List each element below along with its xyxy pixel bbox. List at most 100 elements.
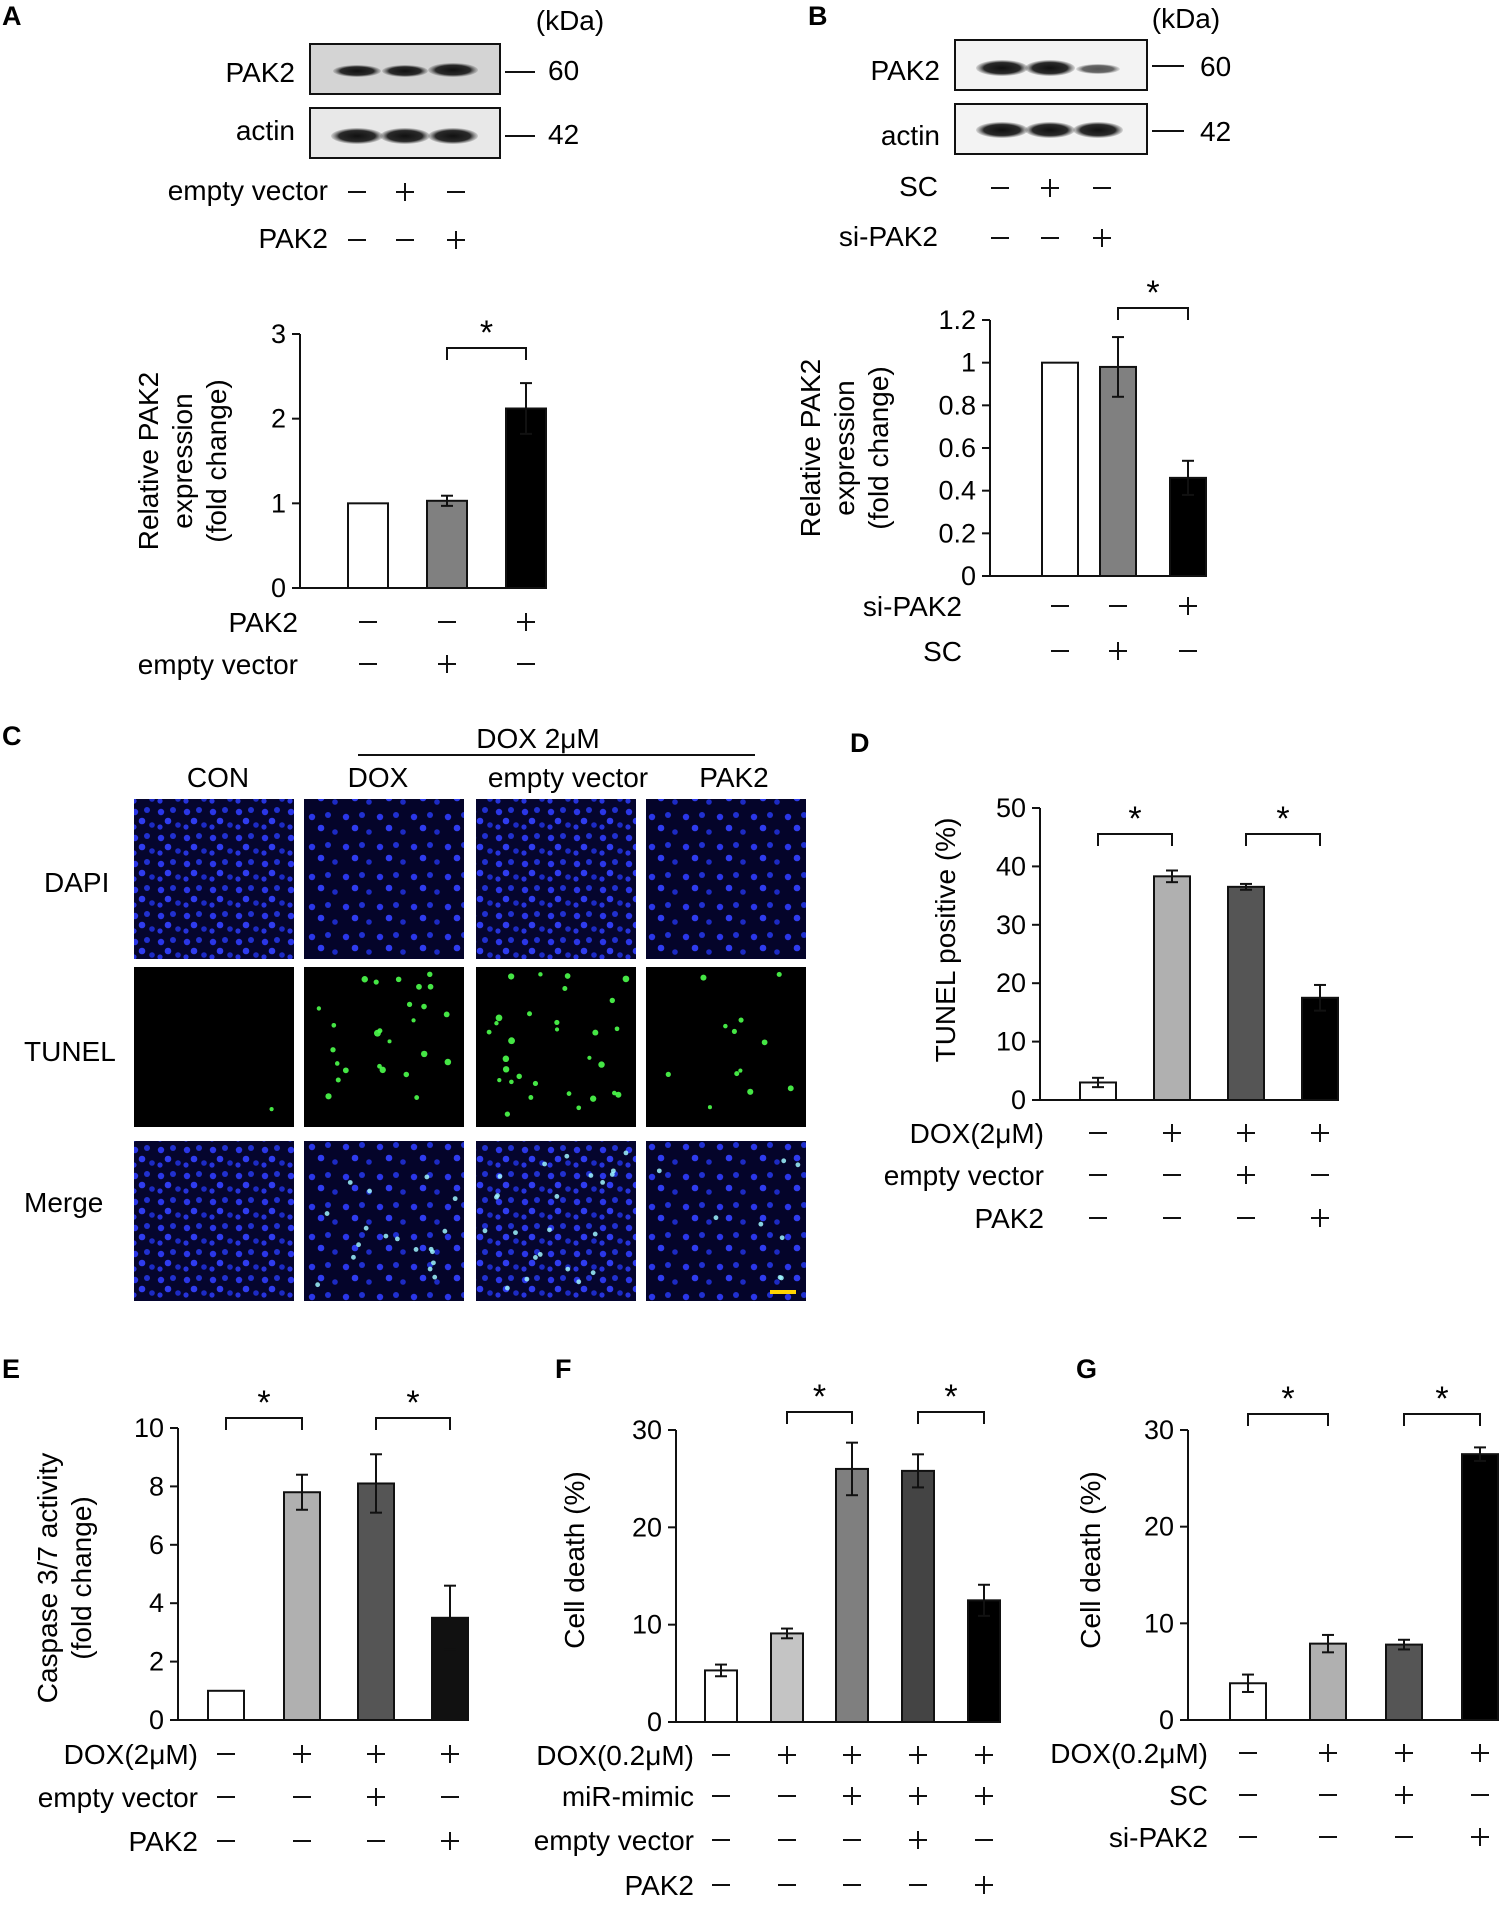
condition-label: PAK2	[128, 1826, 198, 1857]
blot-size-a-1: 42	[548, 119, 579, 150]
micro-cell-r1-c3	[646, 967, 806, 1127]
y-axis-label: (fold change)	[66, 1496, 97, 1659]
condition-mark: +	[1471, 1828, 1489, 1846]
band	[1073, 122, 1123, 138]
band	[331, 128, 383, 144]
condition-mark: +	[1109, 642, 1127, 660]
condition-label: DOX(2μM)	[910, 1118, 1044, 1149]
condition-label: si-PAK2	[863, 591, 962, 622]
y-tick-label: 0.4	[938, 476, 976, 506]
y-axis-label: Caspase 3/7 activity	[32, 1453, 63, 1704]
blot-condition-mark: +	[396, 183, 414, 201]
error-bar	[715, 1663, 727, 1678]
error-bar	[1166, 869, 1178, 884]
error-bar	[1182, 459, 1194, 496]
y-axis-label: Relative PAK2	[795, 359, 826, 537]
y-tick-label: 30	[996, 910, 1026, 940]
y-tick-label: 20	[996, 968, 1026, 998]
condition-label: SC	[1169, 1780, 1208, 1811]
bar	[1385, 1643, 1423, 1721]
blot-panel-b	[954, 39, 1184, 155]
error-bar	[912, 1453, 924, 1489]
micro-cell-r0-c0	[134, 799, 294, 959]
bar	[1227, 885, 1265, 1102]
micro-cell-r0-c2	[476, 799, 636, 959]
condition-mark: +	[1471, 1744, 1489, 1762]
blot-a-conditions: empty vector−+−PAK2−−+	[168, 175, 465, 254]
blot-condition-mark: +	[447, 231, 465, 249]
significance-star: *	[1276, 800, 1289, 838]
chart-a: 0 1 2 3 Relative PAK2 expression (fold change)…	[133, 314, 547, 680]
y-tick-label: 40	[996, 851, 1026, 881]
significance-bracket: *	[225, 1384, 303, 1430]
condition-mark: +	[438, 655, 456, 673]
micro-cell-r1-c1	[304, 967, 464, 1127]
condition-mark: +	[1163, 1124, 1181, 1142]
significance-star: *	[813, 1378, 826, 1416]
band	[1076, 64, 1120, 74]
micro-cell-r2-c1	[304, 1141, 464, 1301]
condition-mark: +	[909, 1831, 927, 1849]
significance-star: *	[1281, 1380, 1294, 1418]
blot-condition-label: si-PAK2	[839, 221, 938, 252]
blot-condition-mark: +	[1041, 179, 1059, 197]
y-tick-label: 0	[149, 1705, 164, 1735]
bar	[1461, 1453, 1499, 1721]
bar	[835, 1467, 869, 1724]
y-axis-label: expression	[167, 393, 198, 528]
condition-mark: +	[778, 1746, 796, 1764]
bar	[426, 499, 468, 589]
panel-label-b: B	[808, 1, 828, 31]
significance-bracket: *	[1117, 274, 1189, 320]
y-axis-label: Cell death (%)	[1075, 1471, 1106, 1648]
blot-condition-mark: +	[1093, 229, 1111, 247]
y-tick-label: 0.2	[938, 518, 976, 548]
y-tick-label: 0	[271, 573, 286, 603]
significance-bracket: *	[375, 1384, 451, 1430]
significance-star: *	[480, 314, 493, 352]
error-bar	[520, 382, 532, 435]
condition-mark: +	[1237, 1166, 1255, 1184]
y-axis-label: expression	[829, 380, 860, 515]
condition-mark: +	[441, 1745, 459, 1763]
condition-label: empty vector	[138, 649, 298, 680]
y-axis-label: Relative PAK2	[133, 372, 164, 550]
condition-label: empty vector	[884, 1160, 1044, 1191]
micro-row-0: DAPI	[44, 867, 109, 898]
error-bar	[1240, 882, 1252, 891]
significance-bracket: *	[1245, 800, 1321, 846]
condition-label: DOX(0.2μM)	[536, 1740, 694, 1771]
error-bar	[1314, 983, 1326, 1012]
condition-mark: +	[517, 613, 535, 631]
blot-size-b-1: 42	[1200, 116, 1231, 147]
error-bar	[1322, 1633, 1334, 1654]
panel-label-f: F	[555, 1354, 572, 1384]
condition-label: empty vector	[38, 1782, 198, 1813]
y-axis-label: Cell death (%)	[559, 1471, 590, 1648]
blot-condition-label: SC	[899, 171, 938, 202]
bar	[1041, 361, 1079, 577]
y-tick-label: 6	[149, 1530, 164, 1560]
y-tick-label: 0	[1159, 1705, 1174, 1735]
blot-size-a-0: 60	[548, 55, 579, 86]
condition-label: SC	[923, 636, 962, 667]
band	[428, 63, 478, 77]
y-tick-label: 3	[271, 319, 286, 349]
significance-star: *	[1128, 800, 1141, 838]
blot-name-a-0: PAK2	[225, 57, 295, 88]
error-bar	[441, 494, 453, 507]
condition-mark: +	[975, 1787, 993, 1805]
condition-label: empty vector	[534, 1825, 694, 1856]
y-tick-label: 0	[1011, 1085, 1026, 1115]
condition-mark: +	[843, 1746, 861, 1764]
error-bar	[1092, 1076, 1104, 1089]
bar	[1309, 1642, 1347, 1721]
blot-size-b-0: 60	[1200, 51, 1231, 82]
micro-col-0: CON	[187, 762, 249, 793]
condition-mark: +	[293, 1745, 311, 1763]
significance-star: *	[1146, 274, 1159, 312]
y-tick-label: 2	[271, 404, 286, 434]
band	[382, 65, 428, 77]
